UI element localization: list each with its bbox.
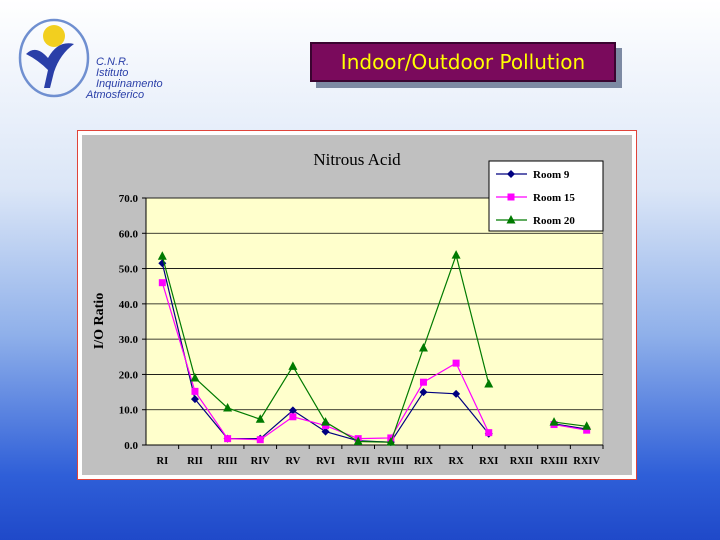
data-point bbox=[549, 417, 559, 426]
data-point bbox=[353, 436, 363, 445]
data-point bbox=[190, 395, 199, 404]
x-tick-label: RIX bbox=[414, 456, 434, 467]
data-point bbox=[224, 435, 232, 443]
y-tick-label: 40.0 bbox=[119, 299, 139, 311]
logo-line-2: Istituto bbox=[96, 67, 129, 79]
y-tick-label: 50.0 bbox=[119, 264, 139, 276]
legend-marker bbox=[507, 170, 515, 178]
x-tick-label: RXII bbox=[510, 456, 533, 467]
data-point bbox=[419, 378, 427, 386]
data-point bbox=[582, 421, 592, 430]
logo-line-3: Inquinamento bbox=[96, 78, 163, 90]
data-point bbox=[485, 429, 493, 437]
x-tick-label: RVI bbox=[316, 456, 335, 467]
series-line bbox=[553, 423, 587, 430]
legend-label: Room 9 bbox=[533, 169, 570, 181]
data-point bbox=[157, 251, 167, 260]
legend-label: Room 15 bbox=[533, 192, 575, 204]
data-point bbox=[288, 406, 297, 415]
data-point bbox=[418, 342, 428, 352]
data-point bbox=[190, 372, 200, 382]
data-point bbox=[158, 279, 166, 287]
x-tick-label: RXIII bbox=[540, 456, 567, 467]
data-point bbox=[322, 422, 330, 430]
plot-area bbox=[145, 197, 604, 446]
data-point bbox=[452, 359, 460, 367]
x-tick-label: RIII bbox=[218, 456, 238, 467]
legend-marker bbox=[506, 215, 516, 224]
data-point bbox=[386, 437, 396, 446]
x-tick-label: RX bbox=[449, 456, 465, 467]
legend-label: Room 20 bbox=[533, 215, 575, 227]
data-point bbox=[289, 413, 297, 421]
nitrous-acid-chart: 0.0 10.0 20.0 30.0 40.0 50.0 60.0 70.0 RI RII RIII… bbox=[82, 135, 632, 475]
data-point bbox=[419, 388, 428, 397]
y-tick-label: 30.0 bbox=[119, 334, 139, 346]
x-tick-label: RI bbox=[156, 456, 168, 467]
x-tick-label: RIV bbox=[251, 456, 271, 467]
data-point bbox=[255, 414, 265, 423]
x-tick-label: RII bbox=[187, 456, 203, 467]
data-point bbox=[191, 387, 199, 395]
logo-line-1: C.N.R. bbox=[96, 56, 129, 68]
x-tick-label: RV bbox=[285, 456, 300, 467]
chart-title: Nitrous Acid bbox=[313, 150, 401, 169]
data-point bbox=[452, 389, 461, 398]
logo-line-4: Atmosferico bbox=[86, 89, 145, 101]
x-tick-label: RVIII bbox=[377, 456, 404, 467]
chart-frame: 0.0 10.0 20.0 30.0 40.0 50.0 60.0 70.0 RI RII RIII… bbox=[77, 130, 637, 480]
cnr-emblem-icon bbox=[18, 18, 90, 98]
x-tick-label: RVII bbox=[347, 456, 370, 467]
legend: Room 9 Room 15 Room 20 bbox=[488, 160, 604, 232]
data-point bbox=[583, 426, 591, 434]
data-point bbox=[451, 250, 461, 259]
y-tick-label: 60.0 bbox=[119, 228, 139, 240]
slide-title-box: Indoor/Outdoor Pollution bbox=[310, 42, 616, 82]
y-tick-label: 0.0 bbox=[124, 440, 138, 452]
series-line bbox=[553, 423, 587, 431]
slide-title: Indoor/Outdoor Pollution bbox=[340, 50, 586, 74]
y-tick-label: 20.0 bbox=[119, 369, 139, 381]
cnr-logo: C.N.R. Istituto Inquinamento Atmosferico bbox=[14, 14, 174, 104]
x-tick-label: RXIV bbox=[573, 456, 600, 467]
x-tick-label: RXI bbox=[479, 456, 498, 467]
series-line bbox=[553, 421, 587, 427]
data-point bbox=[256, 436, 264, 444]
data-point bbox=[321, 417, 331, 426]
y-axis-label: I/O Ratio bbox=[92, 293, 107, 349]
data-point bbox=[288, 361, 298, 370]
data-point bbox=[484, 378, 494, 388]
data-point bbox=[321, 427, 330, 436]
y-tick-label: 10.0 bbox=[119, 405, 139, 417]
legend-marker bbox=[507, 193, 515, 201]
y-tick-label: 70.0 bbox=[119, 193, 139, 205]
data-point bbox=[223, 402, 233, 412]
